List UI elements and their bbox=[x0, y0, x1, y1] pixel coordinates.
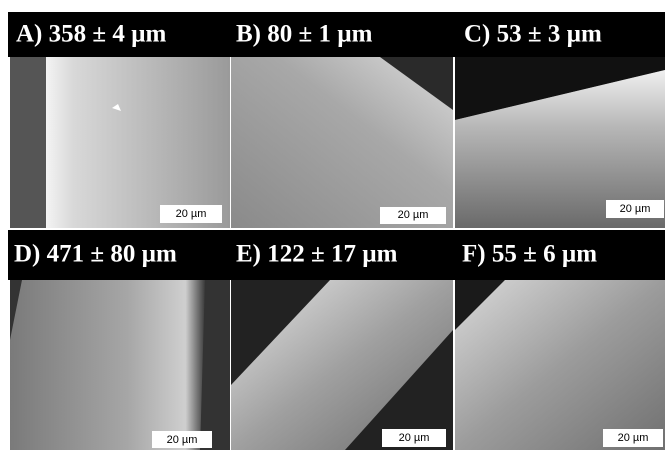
panel-label: B) 80 ± 1 µm bbox=[236, 21, 373, 48]
panel-label: C) 53 ± 3 µm bbox=[464, 21, 602, 48]
panel-label: E) 122 ± 17 µm bbox=[236, 241, 398, 268]
fiber bbox=[46, 57, 230, 228]
scale-bar-label: 20 µm bbox=[398, 209, 429, 221]
scale-bar-label: 20 µm bbox=[618, 432, 649, 444]
panel-label: D) 471 ± 80 µm bbox=[14, 241, 177, 268]
scale-bar-label: 20 µm bbox=[399, 432, 430, 444]
scale-bar-label: 20 µm bbox=[167, 434, 198, 446]
fiber bbox=[10, 280, 205, 450]
panel-label: F) 55 ± 6 µm bbox=[462, 241, 597, 268]
scale-bar-label: 20 µm bbox=[620, 203, 651, 215]
page: A) 358 ± 4 µm 20 µm B) 80 ± 1 µm 20 µm C… bbox=[0, 0, 665, 450]
figure: A) 358 ± 4 µm 20 µm B) 80 ± 1 µm 20 µm C… bbox=[0, 0, 665, 450]
scale-bar-label: 20 µm bbox=[176, 208, 207, 220]
fiber bbox=[455, 280, 665, 450]
panel-label: A) 358 ± 4 µm bbox=[16, 21, 167, 48]
